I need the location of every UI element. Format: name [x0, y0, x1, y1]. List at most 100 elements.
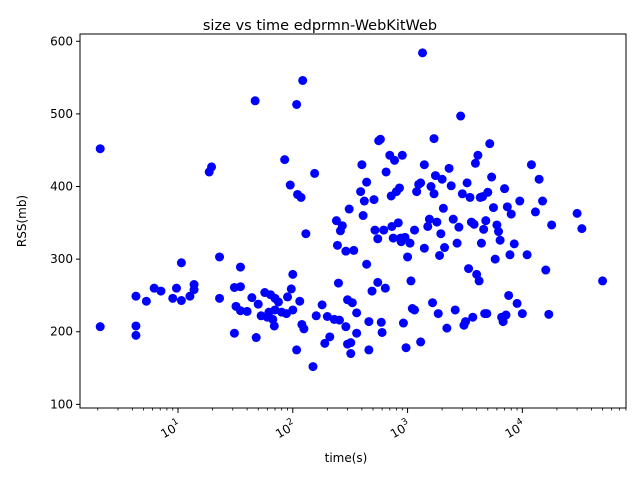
data-point [429, 189, 439, 199]
data-point [547, 220, 557, 230]
data-point [473, 150, 483, 160]
data-point [156, 286, 166, 296]
data-point [362, 259, 372, 269]
data-point [482, 309, 492, 319]
data-point [468, 312, 478, 322]
data-point [440, 243, 450, 253]
data-point [242, 306, 252, 316]
data-point [538, 196, 548, 206]
y-tick-label: 600 [50, 34, 73, 48]
y-tick-label: 100 [50, 397, 73, 411]
data-point [397, 150, 407, 160]
data-point [454, 222, 464, 232]
x-axis: 101 102 103 104 [97, 408, 627, 441]
data-point [301, 229, 311, 239]
data-point [311, 311, 321, 321]
data-point [168, 293, 178, 303]
x-tick-label: 103 [387, 417, 413, 441]
data-point [398, 318, 408, 328]
data-point [410, 305, 420, 315]
data-point [341, 246, 351, 256]
data-point [176, 258, 186, 268]
data-point [438, 203, 448, 213]
data-point [215, 252, 225, 262]
data-point [437, 174, 447, 184]
data-point [131, 291, 141, 301]
data-point [364, 345, 374, 355]
data-point [494, 227, 504, 237]
data-point [376, 317, 386, 327]
data-point [288, 305, 298, 315]
data-point [432, 217, 442, 227]
data-point [412, 187, 422, 197]
data-point [367, 286, 377, 296]
data-point [488, 203, 498, 213]
data-point [487, 172, 497, 182]
data-point [381, 167, 391, 177]
data-point [250, 96, 260, 106]
data-point [424, 214, 434, 224]
data-point [598, 276, 608, 286]
data-point [317, 300, 327, 310]
data-point [380, 283, 390, 293]
data-point [253, 299, 263, 309]
data-point [406, 276, 416, 286]
data-point [149, 283, 159, 293]
data-point [288, 269, 298, 279]
data-point [346, 349, 356, 359]
data-point [428, 298, 438, 308]
data-point [332, 240, 342, 250]
data-point [462, 178, 472, 188]
data-point [364, 317, 374, 327]
data-point [512, 298, 522, 308]
data-point [356, 187, 366, 197]
plot-frame [79, 33, 627, 409]
chart-title: size vs time edprmn-WebKitWeb [203, 18, 437, 34]
data-point [337, 221, 347, 231]
data-point [189, 285, 199, 295]
data-point [334, 315, 344, 325]
data-point [517, 309, 527, 319]
data-point [251, 333, 261, 343]
data-point [485, 139, 495, 149]
y-tick-label: 500 [50, 107, 73, 121]
data-point [235, 306, 245, 316]
data-point [444, 163, 454, 173]
data-point [352, 308, 362, 318]
y-axis: 100 200 300 400 500 600 [50, 34, 80, 411]
data-point [207, 162, 217, 172]
data-point [442, 323, 452, 333]
data-point [322, 312, 332, 321]
data-point [176, 296, 186, 306]
data-point [476, 238, 486, 248]
data-point [418, 48, 428, 58]
data-point [506, 209, 516, 219]
x-tick-label: 102 [272, 417, 298, 441]
data-point [235, 262, 245, 272]
data-point [379, 225, 389, 235]
data-point [357, 160, 367, 170]
data-point [358, 211, 368, 221]
data-point [347, 298, 357, 308]
data-point [474, 276, 484, 286]
data-point [373, 234, 383, 244]
data-point [362, 177, 372, 187]
data-point [296, 192, 306, 202]
data-point [292, 345, 302, 355]
data-point [298, 75, 308, 85]
data-point [95, 144, 105, 154]
data-point [292, 99, 302, 109]
data-point [448, 214, 458, 224]
data-point [377, 327, 387, 337]
data-point [522, 250, 532, 260]
data-point [390, 155, 400, 165]
data-point [483, 187, 493, 197]
data-point [394, 183, 404, 193]
data-point [346, 338, 356, 348]
data-point [310, 168, 320, 178]
data-point [544, 309, 554, 319]
data-point [373, 277, 383, 287]
data-point [530, 207, 540, 217]
data-point [341, 322, 351, 332]
data-point [504, 290, 514, 300]
